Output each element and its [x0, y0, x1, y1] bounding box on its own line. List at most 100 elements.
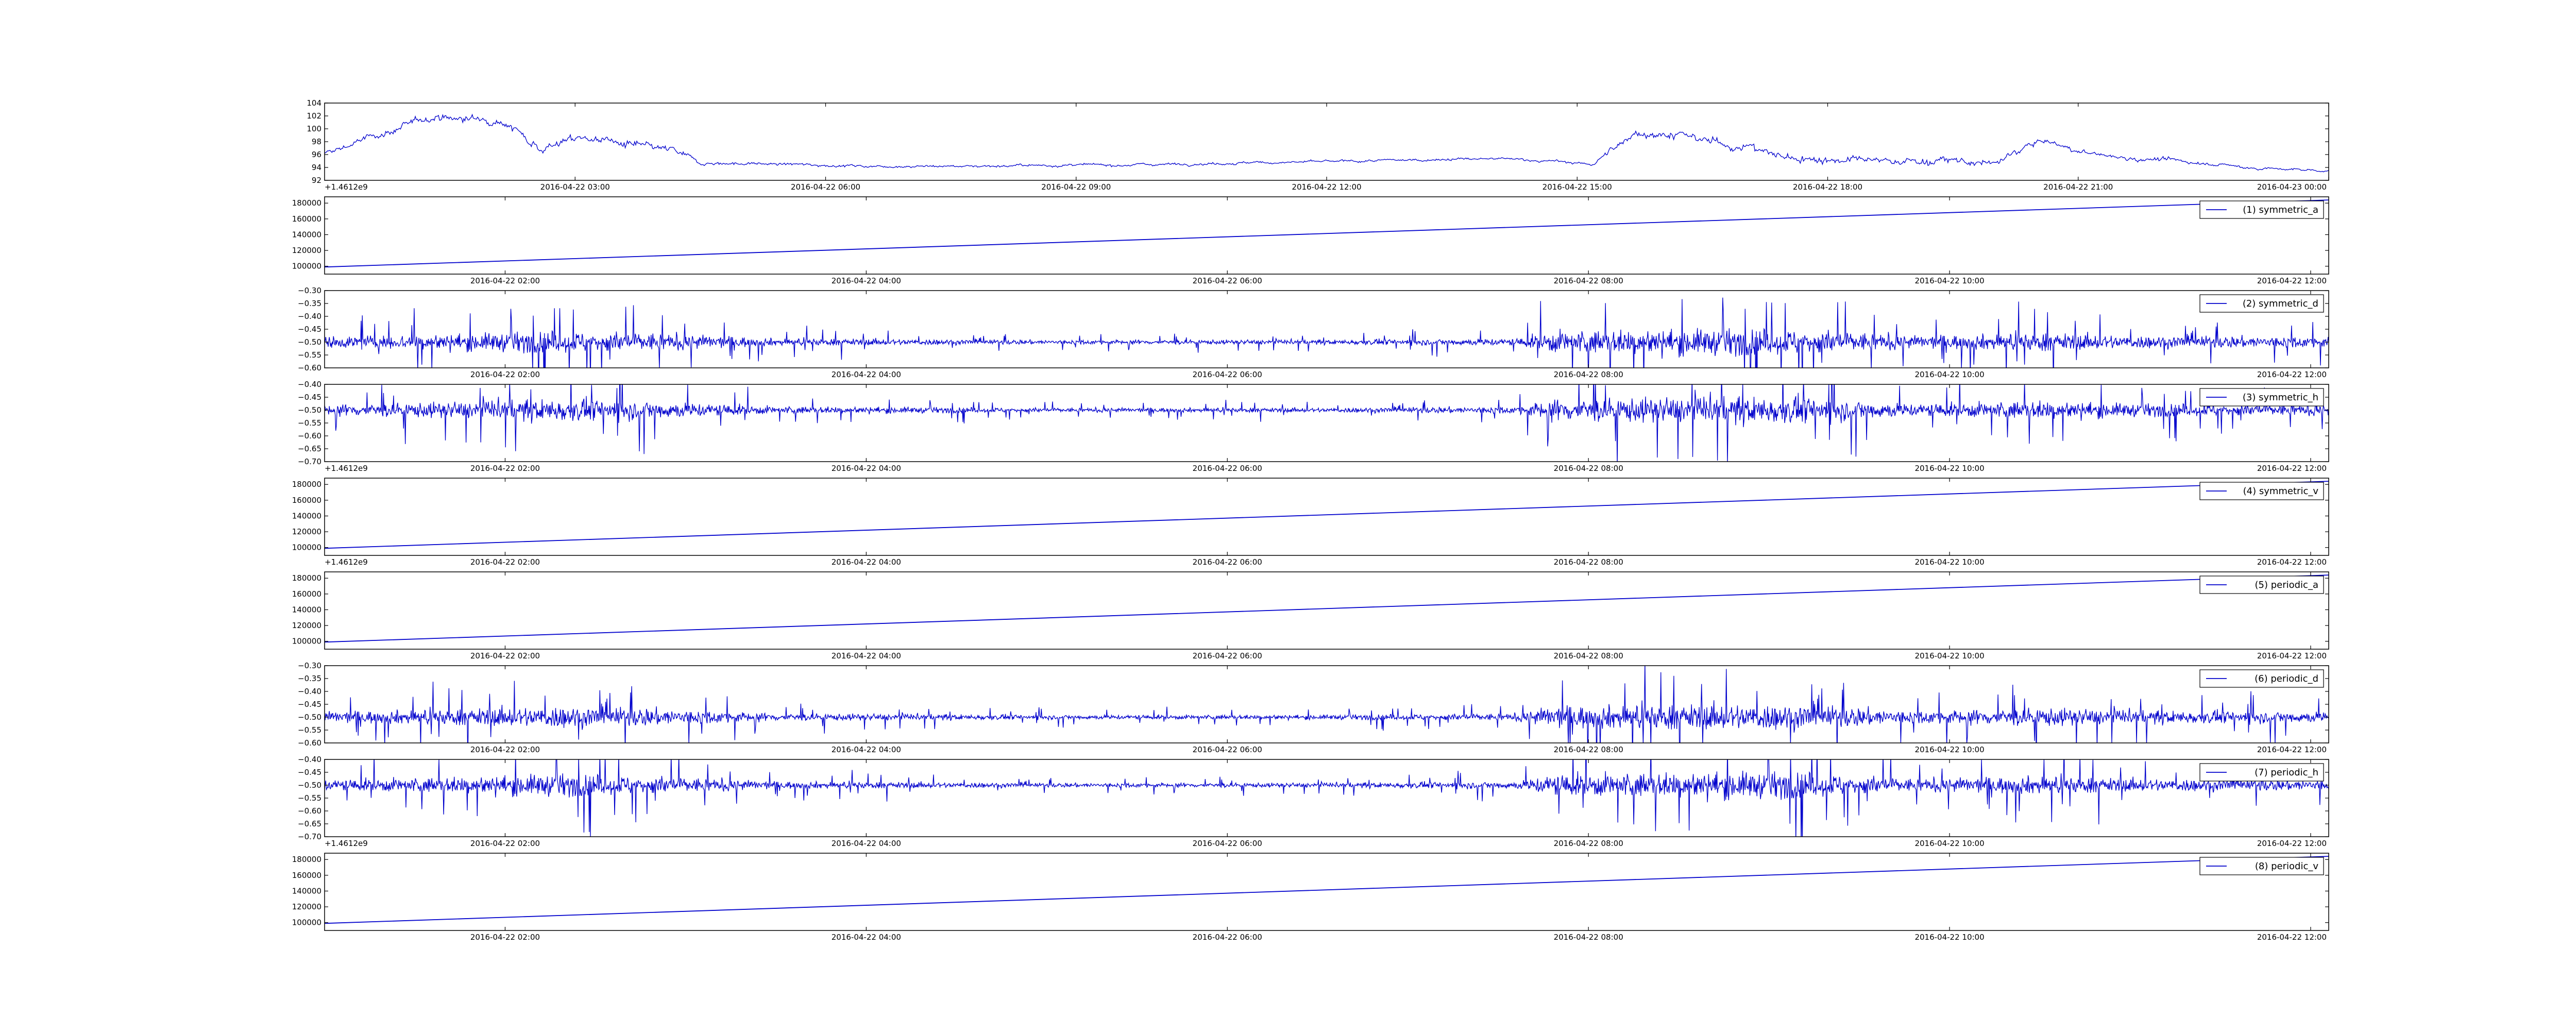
y-tick-label: −0.70	[298, 832, 321, 841]
axes-frame	[324, 571, 2329, 650]
legend: (6) periodic_d	[2199, 669, 2324, 688]
legend: (8) periodic_v	[2199, 857, 2324, 875]
x-tick-label: 2016-04-22 08:00	[1554, 839, 1623, 848]
x-tick-label: 2016-04-22 08:00	[1554, 557, 1623, 567]
y-tick-label: −0.50	[298, 781, 321, 790]
x-tick-label: 2016-04-22 02:00	[470, 276, 540, 285]
x-tick-label: 2016-04-22 06:00	[1193, 557, 1262, 567]
axes-frame	[324, 384, 2329, 462]
series-line-4	[325, 384, 2329, 462]
y-tick-label: −0.40	[298, 687, 321, 696]
legend-entry: (3) symmetric_h	[2243, 392, 2318, 403]
x-tick-label: 2016-04-22 04:00	[832, 464, 901, 473]
x-tick-label: 2016-04-22 21:00	[2043, 182, 2113, 192]
x-tick-label: 2016-04-22 02:00	[470, 745, 540, 754]
x-tick-label: 2016-04-22 09:00	[1041, 182, 1111, 192]
x-tick-label: 2016-04-22 10:00	[1914, 557, 1984, 567]
x-tick-label: 2016-04-22 04:00	[832, 370, 901, 379]
subplot-9: 100000 120000 140000 160000 180000 2016-04-22…	[292, 853, 2329, 942]
y-tick-label: 160000	[292, 871, 321, 880]
x-tick-label: 2016-04-22 08:00	[1554, 651, 1623, 661]
y-tick-label: 92	[312, 176, 321, 185]
y-tick-label: −0.55	[298, 418, 321, 428]
subplot-8: −0.70 −0.65 −0.60 −0.55 −0.50 −0.45 −0.40 2016-…	[298, 755, 2329, 848]
x-tick-label: 2016-04-22 04:00	[832, 839, 901, 848]
x-tick-label: 2016-04-22 10:00	[1914, 370, 1984, 379]
y-tick-label: −0.65	[298, 444, 321, 453]
x-tick-label: 2016-04-22 06:00	[1193, 933, 1262, 942]
y-tick-label: −0.60	[298, 431, 321, 441]
legend: (2) symmetric_d	[2199, 294, 2324, 313]
x-tick-label: 2016-04-22 06:00	[791, 182, 860, 192]
series-line-9	[325, 856, 2329, 924]
y-tick-label: 104	[307, 98, 321, 108]
legend-entry: (2) symmetric_d	[2243, 298, 2318, 309]
x-tick-label: 2016-04-22 12:00	[2257, 370, 2327, 379]
axes-frame	[324, 103, 2329, 181]
axis-offset-label: +1.4612e9	[325, 557, 368, 567]
series-line-3	[325, 297, 2329, 368]
y-tick-label: −0.30	[298, 661, 321, 670]
y-tick-label: −0.35	[298, 299, 321, 308]
y-tick-label: 100000	[292, 262, 321, 271]
series-line-7	[325, 666, 2329, 743]
y-tick-label: 180000	[292, 855, 321, 864]
x-tick-label: 2016-04-22 02:00	[470, 839, 540, 848]
x-tick-label: 2016-04-22 02:00	[470, 370, 540, 379]
y-tick-label: 100000	[292, 637, 321, 646]
y-tick-label: 160000	[292, 589, 321, 599]
subplot-5: 100000 120000 140000 160000 180000 2016-04-22…	[292, 478, 2329, 567]
y-tick-label: −0.45	[298, 768, 321, 777]
y-tick-label: 98	[312, 137, 321, 146]
y-tick-label: −0.50	[298, 337, 321, 347]
x-tick-label: 2016-04-22 08:00	[1554, 370, 1623, 379]
y-tick-label: −0.55	[298, 350, 321, 360]
subplot-3: −0.60 −0.55 −0.50 −0.45 −0.40 −0.35 −0.30 2016-…	[298, 286, 2329, 379]
y-tick-label: 94	[312, 163, 321, 172]
legend: (7) periodic_h	[2199, 763, 2324, 782]
x-tick-label: 2016-04-22 10:00	[1914, 464, 1984, 473]
x-tick-label: 2016-04-22 12:00	[2257, 464, 2327, 473]
x-tick-label: 2016-04-22 18:00	[1793, 182, 1862, 192]
legend-entry: (4) symmetric_v	[2243, 486, 2319, 497]
x-tick-label: 2016-04-22 04:00	[832, 933, 901, 942]
y-tick-label: −0.40	[298, 312, 321, 321]
x-tick-label: 2016-04-22 06:00	[1193, 276, 1262, 285]
y-tick-label: −0.55	[298, 725, 321, 735]
series-line-6	[325, 574, 2329, 643]
legend: (1) symmetric_a	[2199, 200, 2324, 219]
y-tick-label: −0.45	[298, 325, 321, 334]
legend: (3) symmetric_h	[2199, 388, 2324, 407]
y-tick-label: −0.65	[298, 819, 321, 828]
axes-frame	[324, 478, 2329, 556]
series-line-8	[325, 759, 2329, 837]
x-tick-label: 2016-04-22 04:00	[832, 276, 901, 285]
y-tick-label: 180000	[292, 573, 321, 583]
axes-frame	[324, 759, 2329, 837]
series-line-1	[325, 113, 2329, 173]
subplot-6: 100000 120000 140000 160000 180000 2016-04-22…	[292, 571, 2329, 661]
x-tick-label: 2016-04-22 02:00	[470, 464, 540, 473]
x-tick-label: 2016-04-22 02:00	[470, 557, 540, 567]
axes-frame	[324, 196, 2329, 275]
series-line-2	[325, 199, 2329, 268]
y-tick-label: 180000	[292, 480, 321, 489]
y-tick-label: −0.60	[298, 738, 321, 748]
y-tick-label: −0.50	[298, 405, 321, 415]
x-tick-label: 2016-04-22 06:00	[1193, 464, 1262, 473]
y-tick-label: −0.40	[298, 380, 321, 389]
axis-offset-label: +1.4612e9	[325, 839, 368, 848]
x-tick-label: 2016-04-22 06:00	[1193, 651, 1262, 661]
y-tick-label: −0.35	[298, 674, 321, 683]
x-tick-label: 2016-04-22 06:00	[1193, 839, 1262, 848]
x-tick-label: 2016-04-23 00:00	[2257, 182, 2327, 192]
subplot-2: 100000 120000 140000 160000 180000 2016-04-22…	[292, 196, 2329, 285]
axis-offset-label: +1.4612e9	[325, 182, 368, 192]
legend-entry: (7) periodic_h	[2255, 767, 2318, 778]
y-tick-label: −0.40	[298, 755, 321, 764]
x-tick-label: 2016-04-22 03:00	[540, 182, 610, 192]
legend-entry: (8) periodic_v	[2255, 861, 2318, 872]
x-tick-label: 2016-04-22 12:00	[2257, 933, 2327, 942]
x-tick-label: 2016-04-22 04:00	[832, 745, 901, 754]
x-tick-label: 2016-04-22 02:00	[470, 933, 540, 942]
